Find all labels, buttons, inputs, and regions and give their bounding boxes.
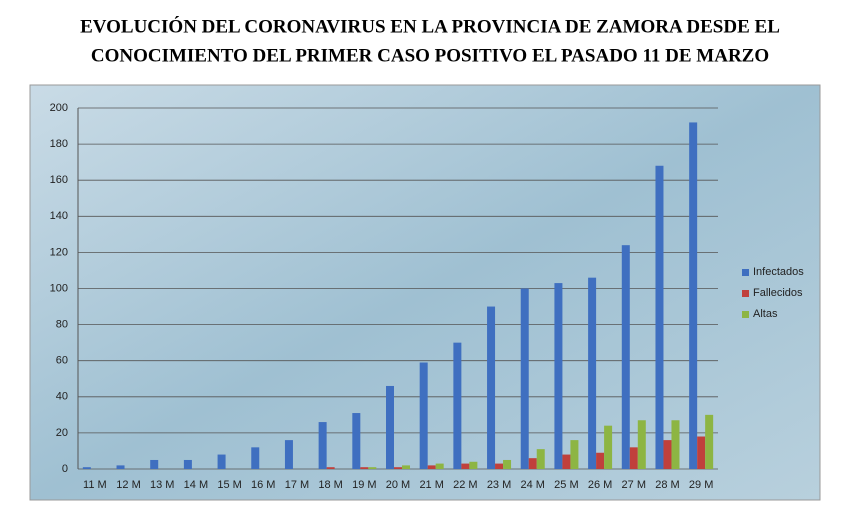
x-tick-label: 22 M [453,479,477,491]
y-tick-label: 180 [50,138,68,150]
x-tick-label: 20 M [386,479,410,491]
bar [360,467,369,469]
x-tick-label: 19 M [352,479,376,491]
x-tick-label: 25 M [554,479,578,491]
bar [689,122,698,469]
x-tick-label: 28 M [655,479,679,491]
bar [453,342,462,469]
bar [116,465,125,469]
bar [596,452,605,469]
bar [570,440,579,469]
legend-swatch [742,269,749,276]
x-tick-label: 12 M [116,479,140,491]
bar [461,463,470,469]
y-tick-label: 60 [56,355,68,367]
legend-swatch [742,311,749,318]
bar [637,420,646,469]
x-tick-label: 15 M [217,479,241,491]
bar [655,165,664,469]
bar [520,288,529,469]
x-tick-label: 29 M [689,479,713,491]
bar [621,245,630,469]
bar [604,425,613,469]
bar [671,420,680,469]
bar [562,454,571,469]
bar [495,463,504,469]
bar [82,467,91,469]
y-tick-label: 120 [50,246,68,258]
y-tick-label: 140 [50,210,68,222]
bar [629,447,638,469]
legend-label: Fallecidos [753,287,803,299]
bar [402,465,410,469]
bar [284,440,293,469]
chart-title: EVOLUCIÓN DEL CORONAVIRUS EN LA PROVINCI… [80,15,780,37]
bar [386,385,394,469]
bar [697,436,706,469]
legend-label: Altas [753,308,778,320]
x-tick-label: 21 M [419,479,443,491]
bar [150,459,159,469]
bar [469,461,478,469]
bar [536,449,545,469]
bar [528,458,537,469]
bar [368,467,377,469]
x-tick-label: 11 M [83,479,107,491]
chart-title: CONOCIMIENTO DEL PRIMER CASO POSITIVO EL… [91,45,769,66]
bar [705,414,714,469]
x-tick-label: 18 M [318,479,342,491]
bar [217,454,226,469]
bar [554,283,563,469]
bar [419,362,428,469]
x-tick-label: 16 M [251,479,275,491]
bar [435,463,444,469]
x-tick-label: 23 M [487,479,511,491]
legend-swatch [742,290,749,297]
bar [183,459,192,469]
bar [251,447,260,469]
bar [588,277,597,469]
y-tick-label: 20 [56,427,68,439]
y-tick-label: 100 [50,282,68,294]
x-tick-label: 17 M [285,479,309,491]
bar [352,413,361,469]
x-tick-label: 27 M [622,479,646,491]
x-tick-label: 14 M [184,479,208,491]
bar [394,467,402,469]
bar [663,440,672,469]
bar [503,459,512,469]
bar [487,306,496,469]
y-tick-label: 0 [62,463,68,475]
y-tick-label: 40 [56,391,68,403]
x-tick-label: 24 M [521,479,545,491]
x-tick-label: 13 M [150,479,174,491]
bar [427,465,436,469]
y-tick-label: 80 [56,319,68,331]
bar [326,467,335,469]
bar [318,422,327,469]
legend-label: Infectados [753,266,804,278]
y-tick-label: 200 [50,102,68,114]
y-tick-label: 160 [50,174,68,186]
x-tick-label: 26 M [588,479,612,491]
